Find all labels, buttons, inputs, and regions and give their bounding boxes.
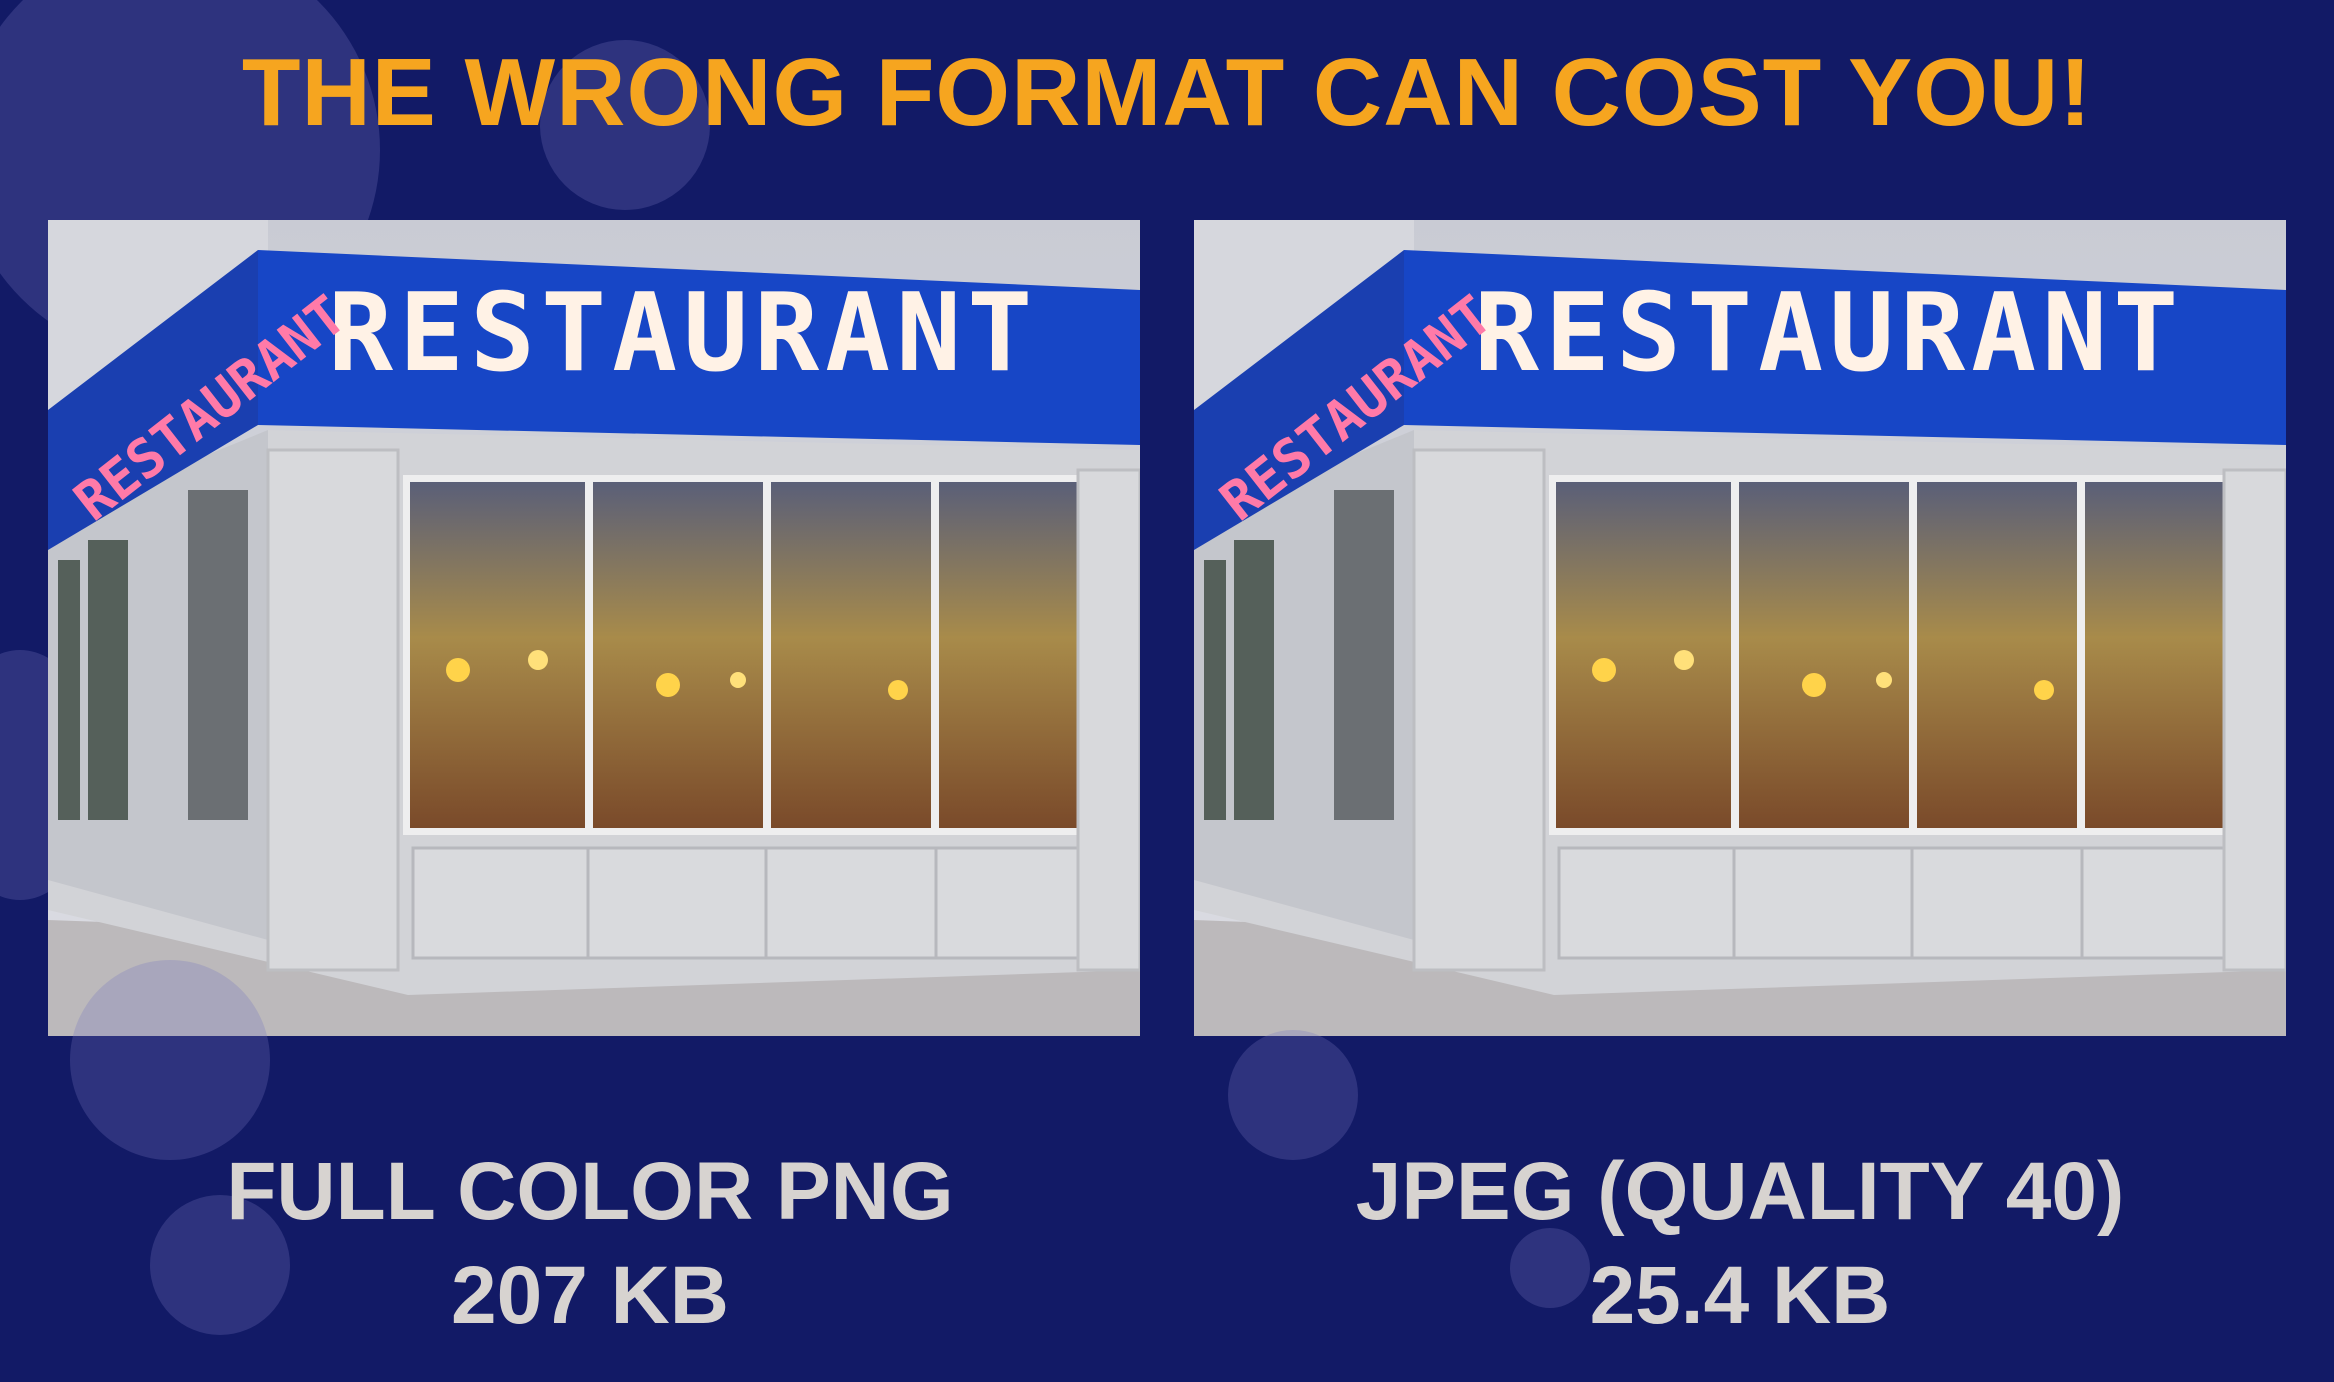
- jpeg-size-label: 25.4 KB: [1589, 1250, 1891, 1341]
- sign-text: RESTAURANT: [1474, 271, 2184, 396]
- jpeg-restaurant-photo: RESTAURANT RESTAURANT: [1194, 220, 2286, 1036]
- page-title: THE WRONG FORMAT CAN COST YOU!: [241, 39, 2093, 146]
- png-restaurant-photo: RESTAURANT RESTAURANT: [48, 220, 1140, 1036]
- decor-bubble: [70, 960, 270, 1160]
- decor-bubble: [540, 40, 710, 210]
- png-format-label: FULL COLOR PNG: [226, 1146, 954, 1237]
- decor-bubble: [1510, 1228, 1590, 1308]
- png-size-label: 207 KB: [450, 1250, 730, 1341]
- jpeg-format-label: JPEG (QUALITY 40): [1355, 1146, 2125, 1237]
- decor-bubble: [150, 1195, 290, 1335]
- decor-bubble: [1228, 1030, 1358, 1160]
- png-caption: FULL COLOR PNG 207 KB: [40, 1140, 1140, 1348]
- jpeg-caption: JPEG (QUALITY 40) 25.4 KB: [1190, 1140, 2290, 1348]
- sign-text: RESTAURANT: [328, 271, 1038, 396]
